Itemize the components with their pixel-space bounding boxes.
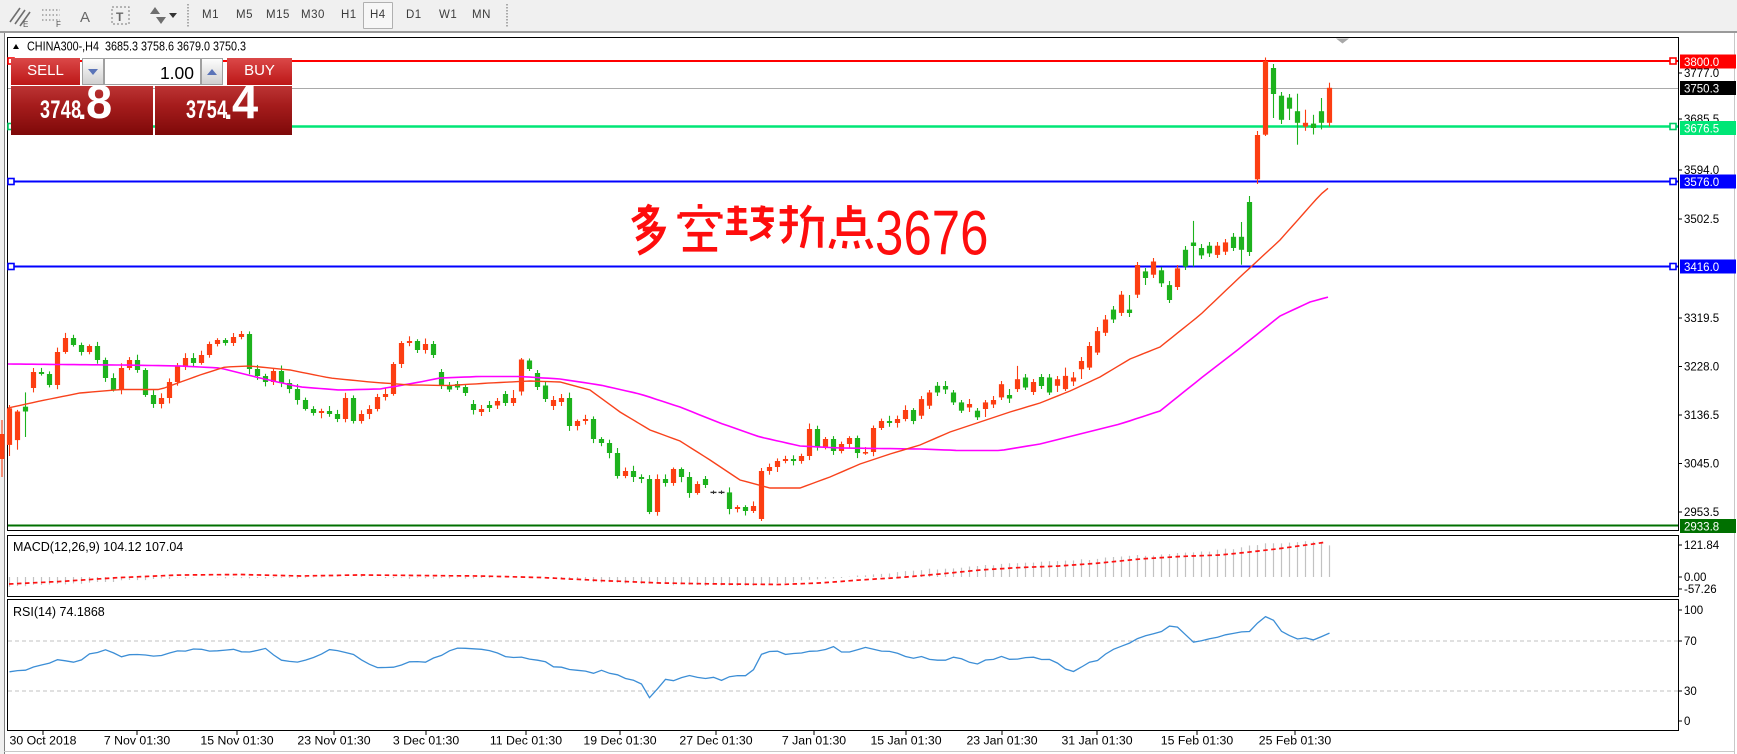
svg-text:3416.0: 3416.0 [1684,262,1719,274]
svg-text:CHINA300-,H4 3685.3 3758.6 36: CHINA300-,H4 3685.3 3758.6 3679.0 3750.3 [27,39,246,54]
svg-text:121.84: 121.84 [1684,540,1720,552]
svg-text:0.00: 0.00 [1684,572,1706,584]
svg-text:F: F [56,20,61,29]
svg-text:-57.26: -57.26 [1684,584,1717,596]
svg-text:3 Dec 01:30: 3 Dec 01:30 [393,734,459,748]
svg-text:25 Feb 01:30: 25 Feb 01:30 [1259,734,1332,748]
svg-text:A: A [80,9,90,26]
svg-text:27 Dec 01:30: 27 Dec 01:30 [679,734,752,748]
svg-text:3045.0: 3045.0 [1684,459,1719,471]
svg-text:19 Dec 01:30: 19 Dec 01:30 [583,734,656,748]
svg-text:3800.0: 3800.0 [1684,57,1719,69]
svg-text:3594.0: 3594.0 [1684,165,1719,177]
svg-text:11 Dec 01:30: 11 Dec 01:30 [490,734,562,748]
svg-text:MACD(12,26,9) 104.12 107.04: MACD(12,26,9) 104.12 107.04 [13,540,183,554]
svg-text:30 Oct 2018: 30 Oct 2018 [10,734,77,748]
svg-text:30: 30 [1684,686,1697,698]
svg-text:T: T [116,10,124,24]
svg-text:2953.5: 2953.5 [1684,507,1719,519]
svg-text:3136.5: 3136.5 [1684,410,1719,422]
svg-text:3777.0: 3777.0 [1684,68,1719,80]
svg-text:15 Feb 01:30: 15 Feb 01:30 [1161,734,1234,748]
svg-text:3502.5: 3502.5 [1684,214,1719,226]
svg-text:3750.3: 3750.3 [1684,84,1719,96]
svg-text:3319.5: 3319.5 [1684,313,1719,325]
svg-text:3576.0: 3576.0 [1684,177,1719,189]
svg-text:15 Jan 01:30: 15 Jan 01:30 [870,734,941,748]
svg-text:0: 0 [1684,716,1690,728]
svg-text:7 Nov 01:30: 7 Nov 01:30 [104,734,170,748]
svg-text:70: 70 [1684,636,1697,648]
svg-text:7 Jan 01:30: 7 Jan 01:30 [782,734,846,748]
svg-text:E: E [23,20,28,29]
svg-text:23 Nov 01:30: 23 Nov 01:30 [297,734,370,748]
svg-text:23 Jan 01:30: 23 Jan 01:30 [966,734,1037,748]
svg-text:15 Nov 01:30: 15 Nov 01:30 [200,734,273,748]
svg-text:3228.0: 3228.0 [1684,362,1719,374]
svg-text:31 Jan 01:30: 31 Jan 01:30 [1061,734,1132,748]
svg-text:2933.8: 2933.8 [1684,522,1719,534]
svg-text:3676: 3676 [875,198,988,268]
svg-text:100: 100 [1684,605,1703,617]
svg-text:RSI(14) 74.1868: RSI(14) 74.1868 [13,605,105,619]
svg-text:3676.5: 3676.5 [1684,124,1719,136]
